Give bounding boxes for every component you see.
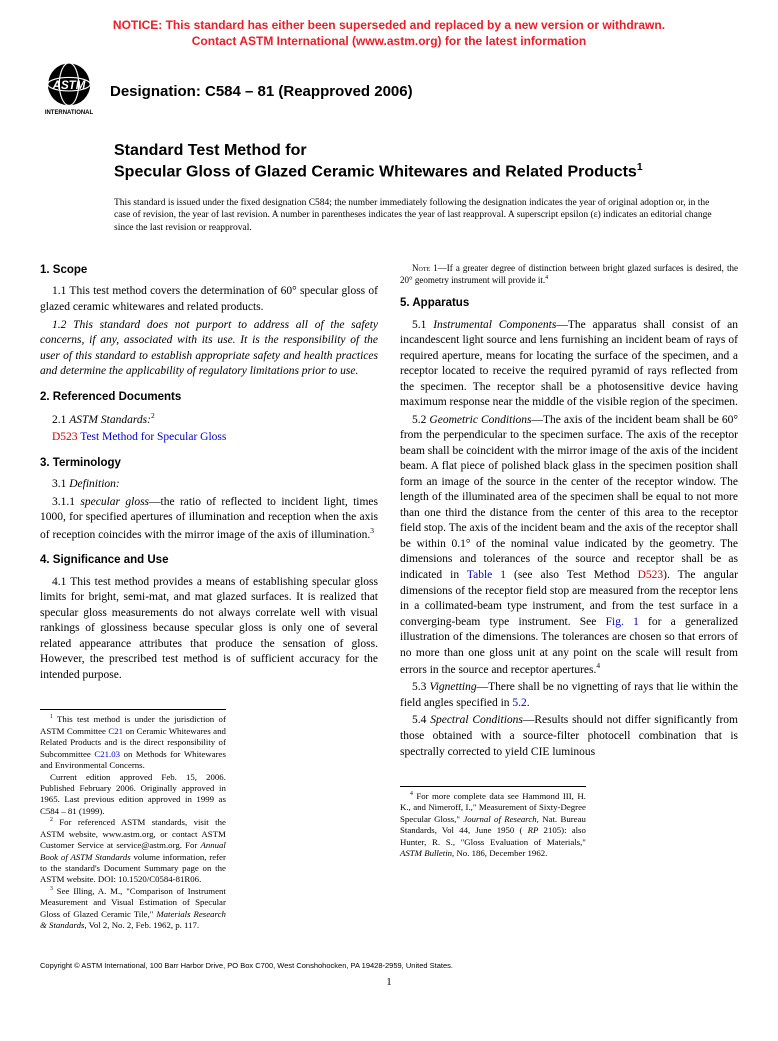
fn1-link2[interactable]: C21.03 bbox=[94, 749, 120, 759]
notice-line1: NOTICE: This standard has either been su… bbox=[113, 18, 665, 32]
s5-1-body: —The apparatus shall consist of an incan… bbox=[400, 319, 738, 409]
sec5-1: 5.1 Instrumental Components—The apparatu… bbox=[400, 318, 738, 411]
d523-title[interactable]: Test Method for Specular Gloss bbox=[80, 431, 226, 443]
note1: Note 1—If a greater degree of distinctio… bbox=[400, 262, 738, 286]
designation-text: Designation: C584 – 81 (Reapproved 2006) bbox=[110, 79, 413, 100]
header-row: ASTM INTERNATIONAL Designation: C584 – 8… bbox=[40, 61, 738, 117]
ref-d523: D523 Test Method for Specular Gloss bbox=[40, 430, 378, 446]
sec5-3: 5.3 Vignetting—There shall be no vignett… bbox=[400, 680, 738, 711]
sec3-1-1-label: 3.1.1 bbox=[52, 496, 80, 508]
sec4-1: 4.1 This test method provides a means of… bbox=[40, 575, 378, 684]
s5-4-label: 5.4 bbox=[412, 714, 430, 726]
note1-body: —If a greater degree of distinction betw… bbox=[400, 263, 738, 285]
sec2-1-text: ASTM Standards: bbox=[69, 414, 151, 426]
fig1-link[interactable]: Fig. 1 bbox=[606, 616, 639, 628]
sec3-1-1: 3.1.1 specular gloss—the ratio of reflec… bbox=[40, 495, 378, 543]
copyright-line: Copyright © ASTM International, 100 Barr… bbox=[40, 961, 738, 970]
right-footnotes: 4 For more complete data see Hammond III… bbox=[400, 786, 586, 860]
sec1-head: 1. Scope bbox=[40, 263, 378, 279]
sec3-1-1-term: specular gloss bbox=[80, 496, 149, 508]
s5-1-term: Instrumental Components bbox=[433, 319, 556, 331]
fn1d: Current edition approved Feb. 15, 2006. … bbox=[40, 772, 226, 818]
title-line1: Standard Test Method for bbox=[114, 141, 738, 161]
note1-sup: 4 bbox=[545, 275, 548, 281]
right-column: Note 1—If a greater degree of distinctio… bbox=[400, 253, 738, 932]
s5-3-term: Vignetting bbox=[430, 681, 477, 693]
fn1-link1[interactable]: C21 bbox=[108, 726, 123, 736]
sec5-head: 5. Apparatus bbox=[400, 296, 738, 312]
sec4-head: 4. Significance and Use bbox=[40, 553, 378, 569]
fn3: 3 See Illing, A. M., "Comparison of Inst… bbox=[40, 886, 226, 932]
d523-link2[interactable]: D523 bbox=[638, 569, 664, 581]
s5-3-label: 5.3 bbox=[412, 681, 430, 693]
note1-label: Note 1 bbox=[412, 263, 438, 273]
s5-2-a: —The axis of the incident beam shall be … bbox=[400, 414, 738, 581]
fn4-g: , No. 186, December 1962. bbox=[452, 848, 547, 858]
page-container: NOTICE: This standard has either been su… bbox=[0, 0, 778, 1008]
page-number: 1 bbox=[40, 976, 738, 988]
fn3-c: , Vol 2, No. 2, Feb. 1962, p. 117. bbox=[84, 920, 199, 930]
sec2-head: 2. Referenced Documents bbox=[40, 390, 378, 406]
table1-link[interactable]: Table 1 bbox=[467, 569, 506, 581]
issued-note: This standard is issued under the fixed … bbox=[114, 197, 738, 235]
notice-line2: Contact ASTM International (www.astm.org… bbox=[192, 34, 586, 48]
fn1: 1 This test method is under the jurisdic… bbox=[40, 714, 226, 771]
s5-1-label: 5.1 bbox=[412, 319, 433, 331]
sec3-1-label: 3.1 bbox=[52, 478, 69, 490]
left-footnotes: 1 This test method is under the jurisdic… bbox=[40, 709, 226, 931]
sec2-1: 2.1 ASTM Standards:2 bbox=[40, 411, 378, 428]
title-block: Standard Test Method for Specular Gloss … bbox=[114, 141, 738, 182]
sec3-head: 3. Terminology bbox=[40, 456, 378, 472]
title-sup: 1 bbox=[637, 162, 643, 173]
body-columns: 1. Scope 1.1 This test method covers the… bbox=[40, 253, 738, 932]
sec1-2: 1.2 This standard does not purport to ad… bbox=[40, 318, 378, 380]
d523-code[interactable]: D523 bbox=[52, 431, 78, 443]
fn4: 4 For more complete data see Hammond III… bbox=[400, 791, 586, 860]
svg-text:ASTM: ASTM bbox=[52, 80, 86, 92]
issued-note-text: This standard is issued under the fixed … bbox=[114, 198, 712, 234]
sec1-1: 1.1 This test method covers the determin… bbox=[40, 284, 378, 315]
notice-banner: NOTICE: This standard has either been su… bbox=[40, 18, 738, 49]
s5-2-label: 5.2 bbox=[412, 414, 429, 426]
s5-2-sup: 4 bbox=[596, 661, 600, 670]
s5-4-term: Spectral Conditions bbox=[430, 714, 523, 726]
s5-2-b: (see also Test Method bbox=[506, 569, 638, 581]
sec2-sup: 2 bbox=[151, 411, 155, 420]
sec3-1: 3.1 Definition: bbox=[40, 477, 378, 493]
title-line2: Specular Gloss of Glazed Ceramic Whitewa… bbox=[114, 161, 738, 182]
s5-3-link[interactable]: 5.2 bbox=[512, 697, 526, 709]
fn4-f: ASTM Bulletin bbox=[400, 848, 452, 858]
s5-2-term: Geometric Conditions bbox=[429, 414, 531, 426]
fn2-a: For referenced ASTM standards, visit the… bbox=[40, 817, 226, 850]
sec5-4: 5.4 Spectral Conditions—Results should n… bbox=[400, 713, 738, 760]
sec3-1-text: Definition: bbox=[69, 478, 119, 490]
sec5-2: 5.2 Geometric Conditions—The axis of the… bbox=[400, 413, 738, 679]
sec1-2-text: 1.2 This standard does not purport to ad… bbox=[40, 319, 378, 378]
astm-logo: ASTM INTERNATIONAL bbox=[40, 61, 98, 117]
sec3-sup: 3 bbox=[370, 526, 374, 535]
fn4-b: Journal of Research bbox=[463, 814, 536, 824]
title-line2-text: Specular Gloss of Glazed Ceramic Whitewa… bbox=[114, 164, 637, 181]
fn2: 2 For referenced ASTM standards, visit t… bbox=[40, 817, 226, 886]
svg-text:INTERNATIONAL: INTERNATIONAL bbox=[45, 110, 94, 116]
s5-3-b: . bbox=[527, 697, 530, 709]
sec2-1-label: 2.1 bbox=[52, 414, 69, 426]
left-column: 1. Scope 1.1 This test method covers the… bbox=[40, 253, 378, 932]
fn4-d: RP bbox=[528, 825, 539, 835]
